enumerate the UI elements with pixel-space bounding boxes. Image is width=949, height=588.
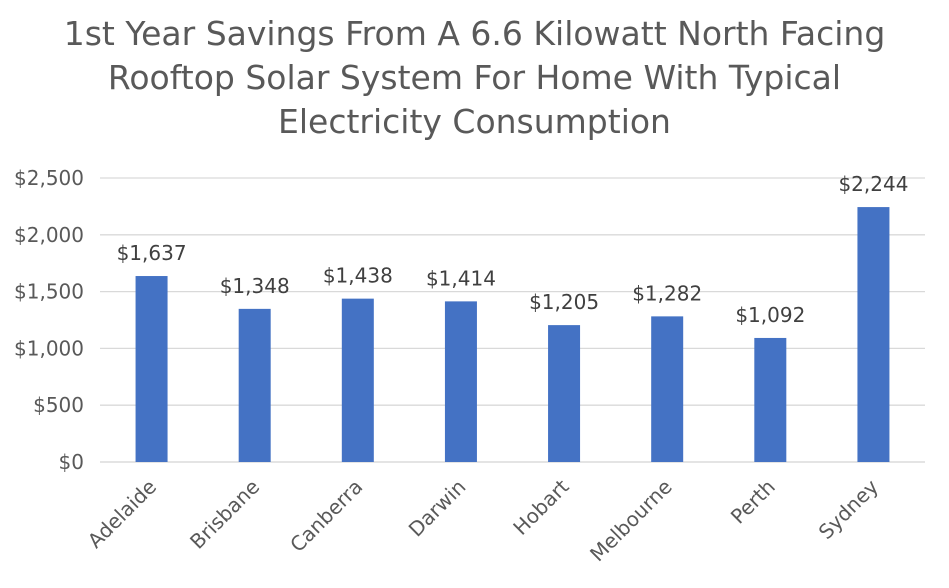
data-label-darwin: $1,414 [426,266,496,290]
data-label-canberra: $1,438 [323,264,393,288]
x-tick-label-darwin: Darwin [404,475,471,542]
x-tick-label-sydney: Sydney [814,474,883,543]
y-axis-tick-labels: $0 $500 $1,000 $1,500 $2,000 $2,500 [14,166,84,474]
x-tick-label-brisbane: Brisbane [185,475,264,554]
chart-title-line-3: Electricity Consumption [278,102,671,141]
x-tick-label-adelaide: Adelaide [83,475,161,553]
bar-canberra [341,298,374,462]
y-tick-label: $2,500 [14,166,84,190]
bar-sydney [857,207,890,462]
y-tick-label: $1,000 [14,336,84,360]
data-label-adelaide: $1,637 [117,241,187,265]
bar-darwin [444,301,477,462]
bar-brisbane [238,308,271,462]
data-labels: $1,637 $1,348 $1,438 $1,414 $1,205 $1,282 $1,0… [117,172,909,327]
y-tick-label: $1,500 [14,280,84,304]
chart-title: 1st Year Savings From A 6.6 Kilowatt Nor… [0,12,949,144]
chart-title-line-2: Rooftop Solar System For Home With Typic… [107,58,842,97]
y-tick-label: $0 [59,450,84,474]
x-tick-label-hobart: Hobart [508,474,573,539]
bar-hobart [548,325,581,462]
y-tick-label: $2,000 [14,223,84,247]
chart-title-line-1: 1st Year Savings From A 6.6 Kilowatt Nor… [63,14,886,53]
bar-adelaide [135,276,168,462]
y-tick-label: $500 [33,393,84,417]
gridlines [100,177,925,463]
x-tick-label-melbourne: Melbourne [585,475,677,567]
data-label-hobart: $1,205 [529,290,599,314]
x-tick-label-perth: Perth [726,475,780,529]
bar-perth [754,337,787,462]
data-label-sydney: $2,244 [838,172,908,196]
bar-melbourne [651,316,684,462]
x-tick-label-canberra: Canberra [285,475,367,557]
x-axis-category-labels: Adelaide Brisbane Canberra Darwin Hobart Melb… [83,474,883,566]
data-label-perth: $1,092 [735,303,805,327]
data-label-brisbane: $1,348 [220,274,290,298]
bars [135,207,890,462]
data-label-melbourne: $1,282 [632,281,702,305]
